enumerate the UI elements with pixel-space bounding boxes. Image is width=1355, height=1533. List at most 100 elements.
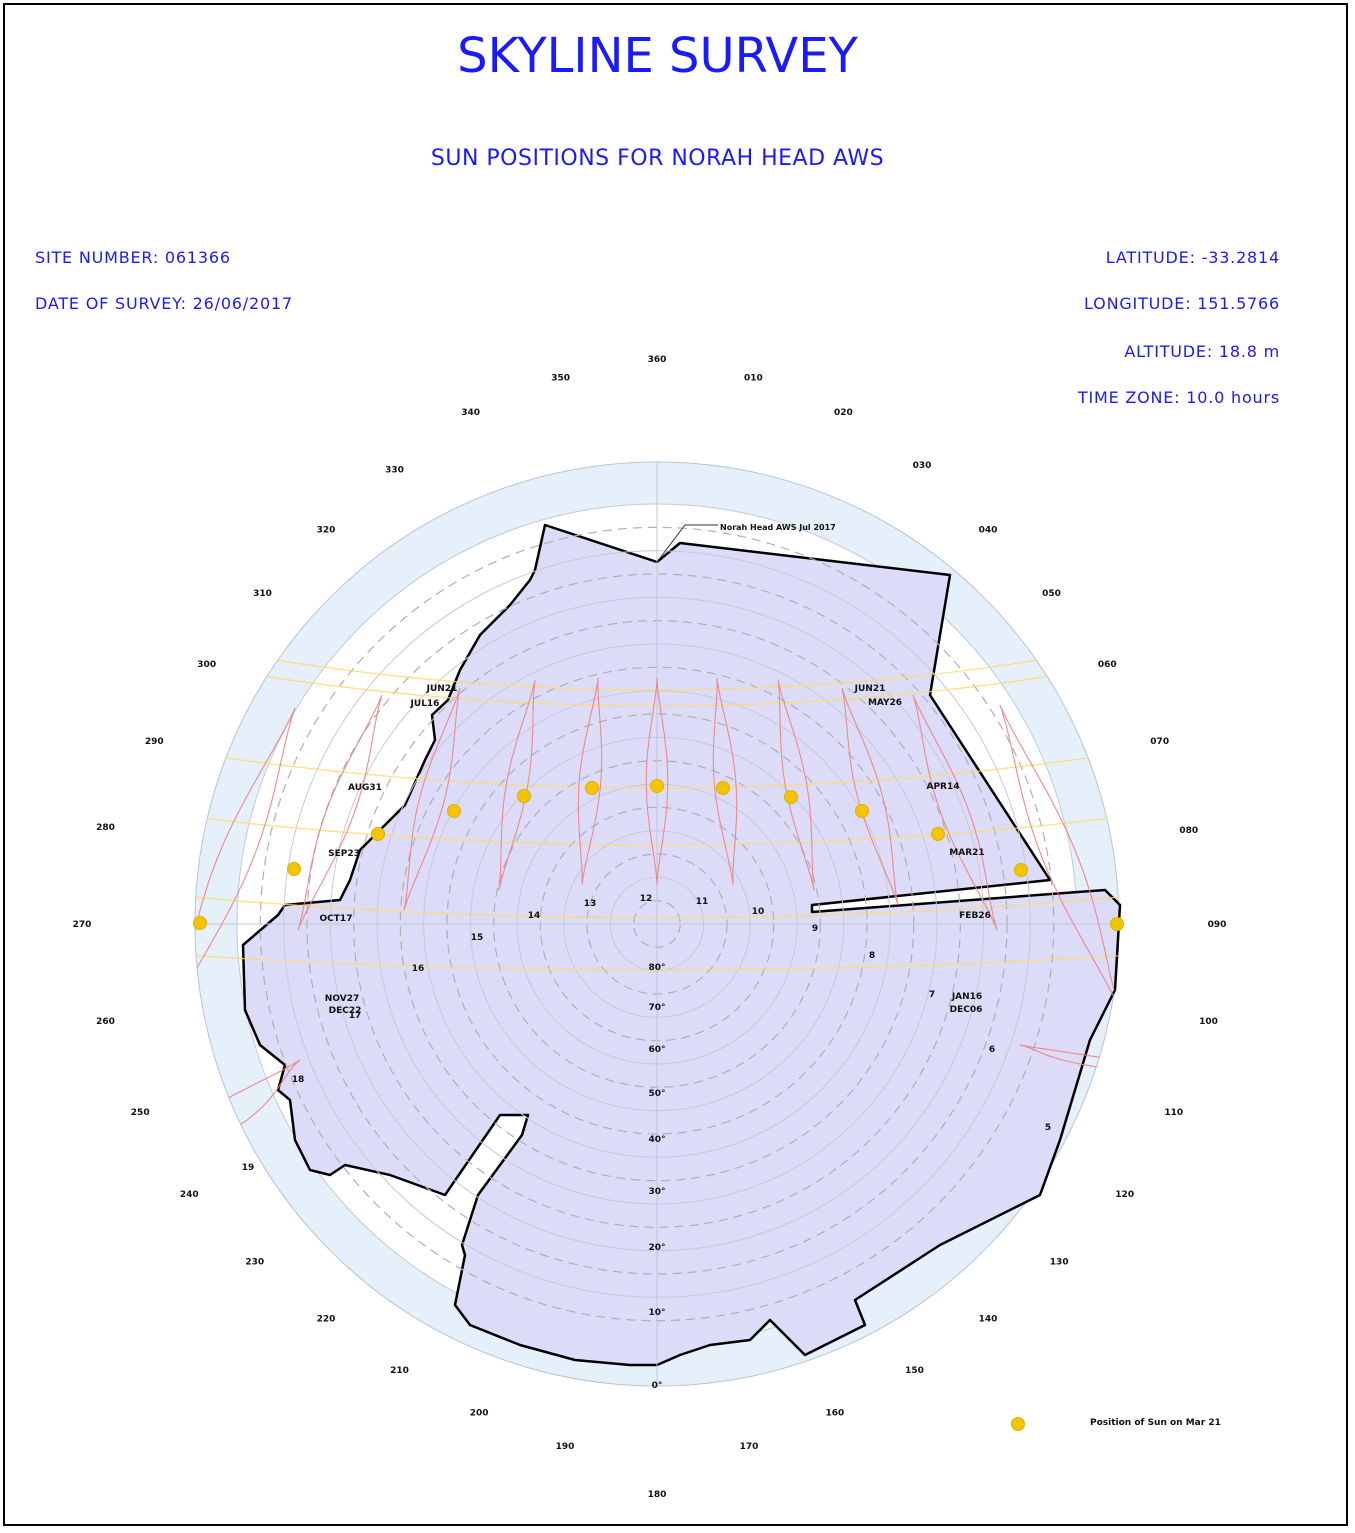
elevation-grid	[195, 462, 1119, 1386]
hour-label: 13	[584, 899, 597, 909]
azimuth-label: 210	[390, 1366, 409, 1376]
azimuth-label: 290	[145, 737, 164, 747]
azimuth-label: 190	[556, 1442, 575, 1452]
sun-position-dot	[650, 779, 664, 793]
date-label: MAR21	[949, 848, 984, 858]
azimuth-label: 050	[1042, 589, 1061, 599]
latitude: LATITUDE: -33.2814	[1105, 248, 1280, 267]
hour-label: 15	[471, 933, 484, 943]
date-label: MAY26	[868, 698, 902, 708]
analemmas	[195, 678, 1119, 1181]
hour-label: 19	[242, 1163, 255, 1173]
chart-labels: Norah Head AWS Jul 2017 360 010 020 030 040 05…	[73, 355, 1227, 1500]
azimuth-label: 130	[1050, 1258, 1069, 1268]
azimuth-label: 310	[253, 589, 272, 599]
elevation-label: 10°	[648, 1308, 665, 1318]
analemma-loop	[999, 704, 1119, 1011]
elevation-label: 30°	[648, 1187, 665, 1197]
analemma-loop	[1019, 1044, 1119, 1081]
date-arc	[195, 462, 1119, 919]
date-label: APR14	[926, 782, 959, 792]
azimuth-label: 150	[905, 1366, 924, 1376]
hour-label: 9	[812, 924, 818, 934]
hour-label: 17	[349, 1011, 362, 1021]
sun-position-dot	[855, 804, 869, 818]
date-arc	[195, 462, 1119, 846]
analemma-loop	[297, 694, 383, 931]
skyline-label: Norah Head AWS Jul 2017	[720, 523, 836, 532]
analemma-loop	[498, 679, 536, 891]
azimuth-label: 020	[834, 408, 853, 418]
date-label: NOV27	[325, 994, 359, 1004]
sun-position-dot	[193, 916, 207, 930]
azimuth-label: 280	[96, 823, 115, 833]
azimuth-label: 090	[1208, 920, 1227, 930]
azimuth-label: 330	[385, 465, 404, 475]
analemma-loop	[777, 679, 815, 891]
date-label: OCT17	[320, 914, 353, 924]
azimuth-label: 270	[73, 920, 92, 930]
skyline-polygon	[241, 523, 1122, 1367]
azimuth-label: 200	[470, 1409, 489, 1419]
elevation-label: 50°	[648, 1089, 665, 1099]
azimuth-label: 110	[1164, 1108, 1183, 1118]
date-arc	[195, 462, 1119, 691]
elevation-label: 20°	[648, 1243, 665, 1253]
sun-position-dot	[371, 827, 385, 841]
azimuth-label: 360	[648, 355, 667, 365]
azimuth-label: 340	[461, 408, 480, 418]
azimuth-label: 170	[740, 1442, 759, 1452]
azimuth-label: 100	[1199, 1017, 1218, 1027]
elevation-label: 40°	[648, 1135, 665, 1145]
azimuth-label: 140	[979, 1315, 998, 1325]
azimuth-label: 230	[245, 1258, 264, 1268]
date-label: DEC22	[329, 1006, 362, 1016]
azimuth-label: 060	[1098, 660, 1117, 670]
azimuth-label: 070	[1150, 737, 1169, 747]
sun-position-dot	[1014, 863, 1028, 877]
date-arc	[195, 462, 1119, 971]
analemma-loop	[841, 687, 899, 906]
azimuth-label: 010	[744, 373, 763, 383]
azimuth-label: 350	[551, 373, 570, 383]
azimuth-label: 250	[131, 1108, 150, 1118]
altitude: ALTITUDE: 18.8 m	[1124, 342, 1280, 361]
date-label: JUN21	[854, 684, 886, 694]
hour-label: 12	[640, 894, 653, 904]
analemma-loop	[195, 707, 296, 1011]
azimuth-label: 220	[317, 1315, 336, 1325]
sun-position-dot	[716, 781, 730, 795]
elevation-label: 80°	[648, 963, 665, 973]
sun-position-dot	[931, 827, 945, 841]
hour-label: 5	[1045, 1123, 1051, 1133]
sun-position-dot	[447, 804, 461, 818]
hour-label: 7	[929, 990, 935, 1000]
page-title: SKYLINE SURVEY	[457, 28, 858, 84]
page-frame	[3, 3, 1348, 1526]
hour-label: 8	[869, 951, 875, 961]
skyline-obstruction	[241, 523, 1122, 1367]
page-subtitle: SUN POSITIONS FOR NORAH HEAD AWS	[430, 146, 885, 171]
azimuth-label: 030	[913, 461, 932, 471]
sun-position-dot	[585, 781, 599, 795]
date-arc	[195, 462, 1119, 707]
hour-label: 14	[528, 911, 541, 921]
legend-sun-icon	[1011, 1417, 1025, 1431]
hour-label: 16	[412, 964, 425, 974]
date-label: AUG31	[348, 783, 382, 793]
azimuth-label: 240	[180, 1190, 199, 1200]
analemma-loop	[645, 678, 669, 885]
date-label: JAN16	[951, 992, 982, 1002]
analemma-loop	[577, 678, 603, 885]
hour-label: 18	[292, 1075, 305, 1085]
azimuth-label: 320	[317, 526, 336, 536]
azimuth-label: 260	[96, 1017, 115, 1027]
longitude: LONGITUDE: 151.5766	[1084, 294, 1280, 313]
analemma-loop	[712, 678, 738, 885]
hour-label: 10	[752, 907, 765, 917]
time-zone: TIME ZONE: 10.0 hours	[1077, 388, 1280, 407]
azimuth-label: 180	[648, 1490, 667, 1500]
survey-date: DATE OF SURVEY: 26/06/2017	[35, 294, 293, 313]
azimuth-label: 120	[1115, 1190, 1134, 1200]
elevation-label: 60°	[648, 1045, 665, 1055]
